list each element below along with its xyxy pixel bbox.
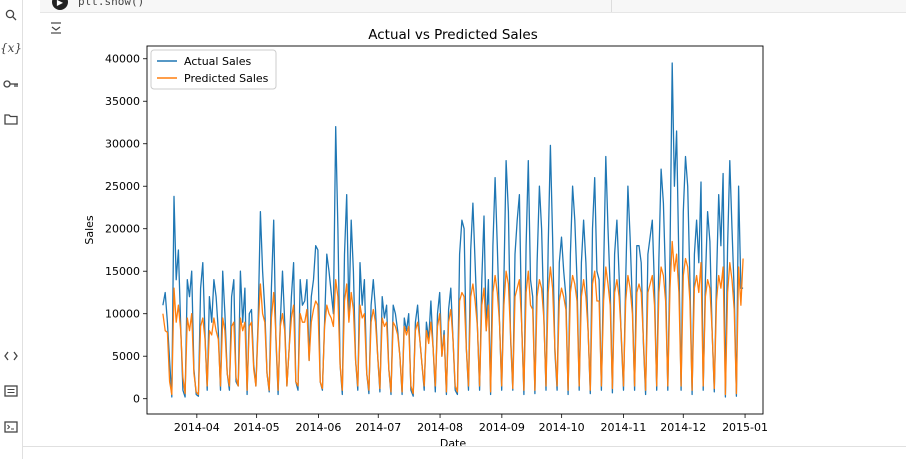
- series-lines: [162, 62, 744, 398]
- y-axis-ticks: 0 5000 10000 15000 20000 25000 30000 35000 40000: [105, 53, 147, 406]
- y-tick-label: 25000: [105, 180, 140, 193]
- sales-line-chart: Actual vs Predicted Sales 0 5000 10000 1500…: [83, 27, 768, 450]
- variables-icon-label: {x}: [0, 41, 23, 55]
- y-tick-label: 35000: [105, 95, 140, 108]
- y-axis-label: Sales: [83, 215, 96, 245]
- cell-divider: [611, 0, 612, 12]
- code-cell-top: ▶ plt.show(): [40, 0, 906, 13]
- x-axis-ticks: 2014-04 2014-05 2014-06 2014-07 2014-08 2014-…: [174, 414, 768, 434]
- left-sidebar: {x}: [0, 0, 23, 459]
- y-tick-label: 5000: [112, 350, 140, 363]
- variables-icon[interactable]: {x}: [0, 38, 22, 58]
- cell-bottom-border: [22, 446, 906, 447]
- legend-label-actual: Actual Sales: [184, 55, 252, 68]
- x-tick-label: 2015-01: [722, 421, 768, 434]
- y-tick-label: 40000: [105, 53, 140, 66]
- x-tick-label: 2014-09: [479, 421, 525, 434]
- y-tick-label: 20000: [105, 223, 140, 236]
- folder-icon[interactable]: [0, 109, 22, 129]
- legend-label-predicted: Predicted Sales: [184, 72, 269, 85]
- y-tick-label: 10000: [105, 308, 140, 321]
- x-axis-label: Date: [440, 437, 467, 450]
- x-tick-label: 2014-07: [355, 421, 401, 434]
- x-tick-label: 2014-06: [295, 421, 341, 434]
- x-tick-label: 2014-10: [539, 421, 585, 434]
- code-icon[interactable]: [0, 346, 22, 366]
- x-tick-label: 2014-05: [234, 421, 280, 434]
- x-tick-label: 2014-11: [600, 421, 646, 434]
- plot-area: [146, 45, 764, 415]
- y-tick-label: 30000: [105, 138, 140, 151]
- legend-box: [150, 49, 277, 90]
- y-tick-label: 0: [133, 393, 140, 406]
- chart-title: Actual vs Predicted Sales: [368, 27, 538, 43]
- y-tick-label: 15000: [105, 265, 140, 278]
- key-icon[interactable]: [0, 74, 22, 94]
- output-settings-icon[interactable]: [47, 19, 65, 37]
- x-tick-label: 2014-12: [660, 421, 706, 434]
- x-tick-label: 2014-08: [417, 421, 463, 434]
- legend: Actual Sales Predicted Sales: [150, 49, 277, 90]
- predicted-sales-line: [162, 240, 744, 396]
- terminal-list-icon[interactable]: [0, 381, 22, 401]
- search-icon[interactable]: [0, 5, 22, 25]
- x-tick-label: 2014-04: [174, 421, 220, 434]
- code-fragment: plt.show(): [78, 0, 145, 8]
- run-cell-button[interactable]: ▶: [52, 0, 68, 10]
- terminal-icon[interactable]: [0, 417, 22, 437]
- chart-container: Actual vs Predicted Sales 0 5000 10000 1500…: [70, 22, 770, 459]
